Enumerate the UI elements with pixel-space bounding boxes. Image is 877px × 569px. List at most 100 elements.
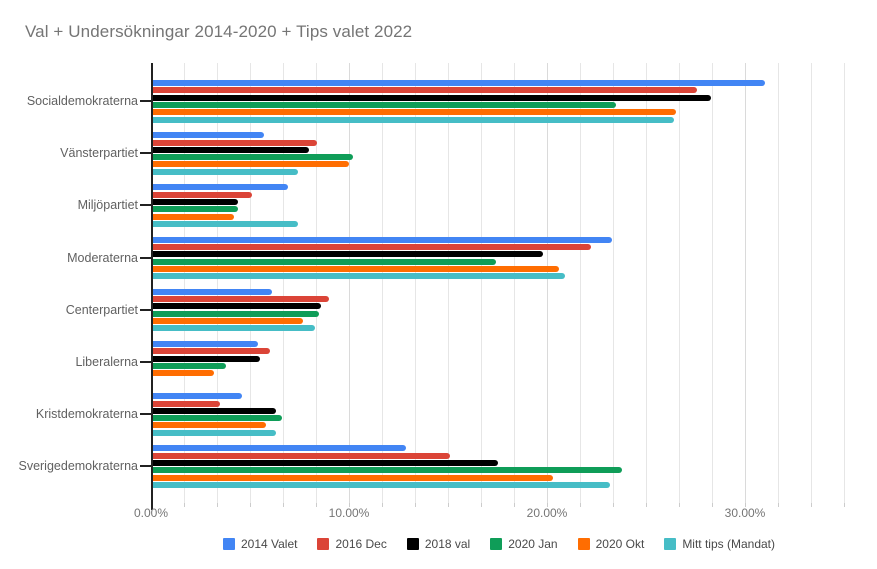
minor-gridline bbox=[481, 63, 482, 503]
bar-2020-jan-miljöpartiet[interactable] bbox=[152, 206, 239, 213]
category-tick bbox=[140, 152, 151, 155]
bar-2016-dec-sverigedemokraterna[interactable] bbox=[152, 452, 450, 459]
minor-gridline bbox=[184, 63, 185, 503]
legend-item-mitt-tips-mandat[interactable]: Mitt tips (Mandat) bbox=[664, 537, 775, 551]
bar-2014-valet-miljöpartiet[interactable] bbox=[152, 184, 288, 191]
bar-2020-jan-kristdemokraterna[interactable] bbox=[152, 415, 282, 422]
axis-tick bbox=[679, 503, 680, 507]
legend-label: 2018 val bbox=[424, 537, 471, 551]
minor-gridline bbox=[712, 63, 713, 503]
bar-mitt-tips-mandat-moderaterna[interactable] bbox=[152, 273, 565, 280]
axis-tick bbox=[184, 503, 185, 507]
category-tick bbox=[140, 256, 151, 259]
bar-mitt-tips-mandat-vänsterpartiet[interactable] bbox=[152, 168, 298, 175]
axis-tick bbox=[811, 503, 812, 507]
category-label-kristdemokraterna: Kristdemokraterna bbox=[35, 407, 138, 422]
bar-2014-valet-kristdemokraterna[interactable] bbox=[152, 393, 243, 400]
minor-gridline bbox=[415, 63, 416, 503]
bar-2020-okt-sverigedemokraterna[interactable] bbox=[152, 474, 553, 481]
bar-2020-okt-socialdemokraterna[interactable] bbox=[152, 109, 676, 116]
bar-2016-dec-moderaterna[interactable] bbox=[152, 243, 591, 250]
axis-tick bbox=[250, 503, 251, 507]
category-label-moderaterna: Moderaterna bbox=[67, 250, 138, 265]
bar-2020-jan-sverigedemokraterna[interactable] bbox=[152, 467, 623, 474]
bar-mitt-tips-mandat-sverigedemokraterna[interactable] bbox=[152, 481, 611, 488]
legend-label: 2016 Dec bbox=[335, 537, 387, 551]
category-tick bbox=[140, 100, 151, 102]
category-label-miljöpartiet: Miljöpartiet bbox=[77, 198, 138, 213]
category-label-vänsterpartiet: Vänsterpartiet bbox=[60, 146, 138, 161]
axis-tick bbox=[481, 503, 482, 507]
category-tick bbox=[140, 361, 151, 363]
category-tick bbox=[140, 204, 151, 207]
bar-2020-okt-centerpartiet[interactable] bbox=[152, 318, 304, 324]
bar-2014-valet-vänsterpartiet[interactable] bbox=[152, 132, 264, 139]
category-tick bbox=[140, 413, 151, 416]
bar-2016-dec-kristdemokraterna[interactable] bbox=[152, 400, 221, 407]
bar-2020-okt-vänsterpartiet[interactable] bbox=[152, 161, 349, 168]
bar-mitt-tips-mandat-miljöpartiet[interactable] bbox=[152, 220, 298, 227]
axis-tick bbox=[415, 503, 416, 507]
bar-2018-val-kristdemokraterna[interactable] bbox=[152, 407, 276, 414]
bar-2014-valet-sverigedemokraterna[interactable] bbox=[152, 445, 407, 452]
bar-2014-valet-centerpartiet[interactable] bbox=[152, 288, 272, 295]
minor-gridline bbox=[811, 63, 812, 503]
bar-2014-valet-liberalerna[interactable] bbox=[152, 341, 258, 347]
legend-label: Mitt tips (Mandat) bbox=[682, 537, 776, 551]
legend-swatch-icon bbox=[317, 538, 330, 550]
bar-2018-val-liberalerna[interactable] bbox=[152, 355, 260, 362]
bar-2018-val-moderaterna[interactable] bbox=[152, 251, 544, 258]
bar-2016-dec-socialdemokraterna[interactable] bbox=[152, 87, 698, 94]
axis-tick bbox=[778, 503, 779, 507]
bar-2020-jan-centerpartiet[interactable] bbox=[152, 310, 320, 317]
axis-tick bbox=[283, 503, 284, 507]
bar-2018-val-miljöpartiet[interactable] bbox=[152, 199, 239, 205]
bar-2016-dec-liberalerna[interactable] bbox=[152, 348, 270, 355]
value-axis-label: 20.00% bbox=[526, 506, 568, 520]
bar-2020-okt-moderaterna[interactable] bbox=[152, 265, 559, 272]
minor-gridline bbox=[514, 63, 515, 503]
axis-tick bbox=[547, 503, 548, 507]
minor-gridline bbox=[316, 63, 317, 503]
minor-gridline bbox=[382, 63, 383, 503]
bar-2014-valet-socialdemokraterna[interactable] bbox=[152, 80, 765, 86]
bar-mitt-tips-mandat-kristdemokraterna[interactable] bbox=[152, 429, 276, 436]
legend-swatch-icon bbox=[222, 538, 235, 550]
bar-2018-val-vänsterpartiet[interactable] bbox=[152, 146, 310, 153]
bar-2016-dec-centerpartiet[interactable] bbox=[152, 296, 330, 303]
bar-2020-okt-liberalerna[interactable] bbox=[152, 370, 215, 377]
bar-2020-okt-miljöpartiet[interactable] bbox=[152, 213, 235, 220]
bar-2018-val-centerpartiet[interactable] bbox=[152, 303, 322, 310]
bar-mitt-tips-mandat-centerpartiet[interactable] bbox=[152, 325, 316, 332]
minor-gridline bbox=[844, 63, 845, 503]
bar-2014-valet-moderaterna[interactable] bbox=[152, 236, 613, 243]
value-axis-label: 30.00% bbox=[724, 506, 766, 520]
axis-tick bbox=[580, 503, 581, 507]
legend-item-2014-valet[interactable]: 2014 Valet bbox=[222, 537, 297, 551]
axis-tick bbox=[382, 503, 383, 507]
bar-mitt-tips-mandat-socialdemokraterna[interactable] bbox=[152, 116, 674, 123]
axis-tick bbox=[613, 503, 614, 507]
bar-2020-okt-kristdemokraterna[interactable] bbox=[152, 422, 266, 429]
bar-2020-jan-socialdemokraterna[interactable] bbox=[152, 101, 617, 108]
bar-2018-val-socialdemokraterna[interactable] bbox=[152, 94, 712, 101]
plot-area bbox=[151, 63, 877, 507]
value-axis-label: 0.00% bbox=[133, 506, 169, 520]
bar-2016-dec-vänsterpartiet[interactable] bbox=[152, 139, 318, 146]
legend-item-2016-dec[interactable]: 2016 Dec bbox=[317, 537, 387, 551]
axis-tick bbox=[514, 503, 515, 507]
bar-2016-dec-miljöpartiet[interactable] bbox=[152, 191, 252, 198]
legend-item-2018-val[interactable]: 2018 val bbox=[406, 537, 471, 551]
chart-title: Val + Undersökningar 2014-2020 + Tips va… bbox=[25, 22, 413, 41]
minor-gridline bbox=[646, 63, 647, 503]
bar-2020-jan-liberalerna[interactable] bbox=[152, 362, 227, 369]
bar-2018-val-sverigedemokraterna[interactable] bbox=[152, 460, 498, 466]
axis-tick bbox=[844, 503, 845, 507]
bar-2020-jan-vänsterpartiet[interactable] bbox=[152, 154, 353, 161]
axis-tick bbox=[646, 503, 647, 507]
legend-item-2020-jan[interactable]: 2020 Jan bbox=[490, 537, 558, 551]
legend: 2014 Valet 2016 Dec 2018 val 2020 Jan 2020 O… bbox=[121, 537, 877, 551]
legend-item-2020-okt[interactable]: 2020 Okt bbox=[577, 537, 644, 551]
bar-2020-jan-moderaterna[interactable] bbox=[152, 258, 496, 265]
axis-tick bbox=[349, 503, 350, 507]
